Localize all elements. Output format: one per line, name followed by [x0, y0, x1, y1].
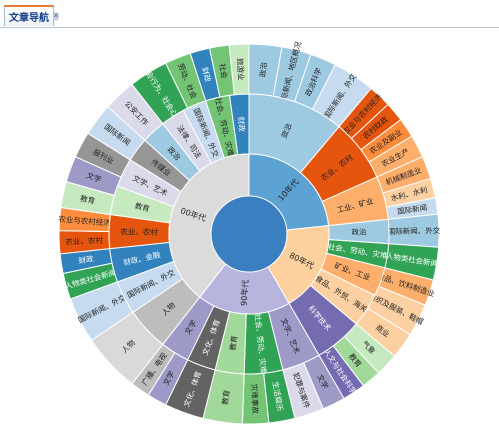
- sunburst-outer-label: 国际新闻、外交: [388, 225, 441, 236]
- close-icon[interactable]: ✕: [53, 12, 59, 21]
- sunburst-outer-label: 农业与农村经济: [58, 214, 112, 228]
- sunburst-outer-label: 财政: [200, 66, 214, 84]
- sunburst-middle-label: 政治: [279, 121, 294, 139]
- tab-article-navigation[interactable]: 文章导航 ✕: [4, 5, 59, 26]
- sunburst-middle-label: 教育: [227, 334, 239, 351]
- sunburst-outer-label: 灾难事故: [250, 384, 261, 415]
- sunburst-outer-label: 农业、农村: [65, 235, 103, 247]
- sunburst-middle-label: 农业、农村: [120, 226, 158, 237]
- sunburst-outer-label: 教育: [79, 193, 96, 206]
- sunburst-chart: 政治 国际新闻、地区概况 政治科学国际新闻、外交农业与农村经济农村财政农业及副业农业…: [58, 40, 441, 425]
- sunburst-outer-label: 教育: [220, 389, 232, 406]
- sunburst-outer-label: 政治: [257, 61, 268, 77]
- sunburst-decade-label: 90年代: [238, 279, 250, 306]
- sunburst-chart-area: 政治 国际新闻、地区概况 政治科学 国际新闻、外交 农业与农村经济 农村财政 农业及副业 农业…: [0, 28, 499, 440]
- sunburst-center[interactable]: [210, 195, 288, 273]
- sunburst-outer-label: 财政: [78, 253, 95, 265]
- tab-bar: 文章导航 ✕: [0, 0, 499, 28]
- sunburst-outer-label: 国际新闻: [397, 202, 428, 216]
- sunburst-outer-label: 旅游业: [235, 58, 246, 81]
- sunburst-middle-label: 财政: [236, 116, 247, 132]
- sunburst-middle-label: 政治: [351, 226, 367, 236]
- tab-label: 文章导航: [9, 13, 49, 24]
- sunburst-outer-label: 社会: [218, 63, 230, 80]
- sunburst-middle-label: 教育: [134, 200, 151, 213]
